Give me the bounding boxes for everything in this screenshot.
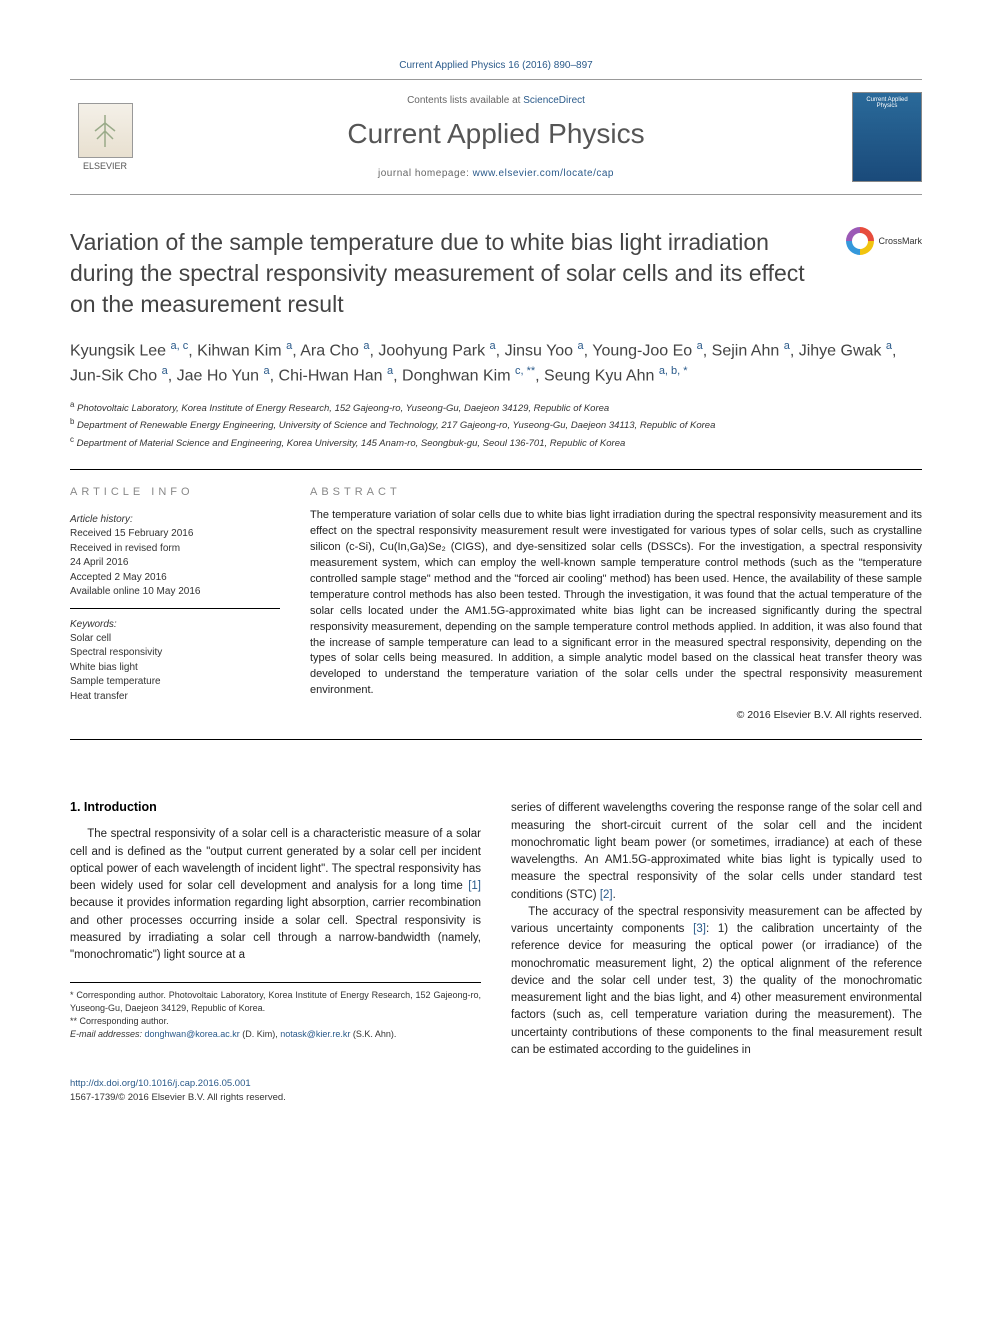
masthead: ELSEVIER Contents lists available at Sci… xyxy=(70,79,922,195)
email-addresses: E-mail addresses: donghwan@korea.ac.kr (… xyxy=(70,1028,481,1041)
affiliation: b Department of Renewable Energy Enginee… xyxy=(70,416,922,433)
doi-link[interactable]: http://dx.doi.org/10.1016/j.cap.2016.05.… xyxy=(70,1078,251,1089)
history-line: 24 April 2016 xyxy=(70,556,280,571)
contents-available: Contents lists available at ScienceDirec… xyxy=(140,95,852,106)
history-line: Available online 10 May 2016 xyxy=(70,585,280,600)
section-1-heading: 1. Introduction xyxy=(70,800,481,814)
abstract-copyright: © 2016 Elsevier B.V. All rights reserved… xyxy=(310,709,922,721)
crossmark-badge[interactable]: CrossMark xyxy=(846,227,922,255)
article-info-heading: ARTICLE INFO xyxy=(70,486,280,498)
history-line: Accepted 2 May 2016 xyxy=(70,571,280,586)
keyword: Solar cell xyxy=(70,632,280,647)
abstract-text: The temperature variation of solar cells… xyxy=(310,508,922,699)
header-citation: Current Applied Physics 16 (2016) 890–89… xyxy=(70,60,922,71)
elsevier-tree-icon xyxy=(78,103,133,158)
journal-homepage: journal homepage: www.elsevier.com/locat… xyxy=(140,168,852,179)
page-footer: http://dx.doi.org/10.1016/j.cap.2016.05.… xyxy=(70,1077,922,1106)
keyword: Sample temperature xyxy=(70,675,280,690)
journal-cover-thumbnail[interactable]: Current Applied Physics xyxy=(852,92,922,182)
keyword: Spectral responsivity xyxy=(70,646,280,661)
abstract-heading: ABSTRACT xyxy=(310,486,922,498)
affiliations: a Photovoltaic Laboratory, Korea Institu… xyxy=(70,399,922,451)
affiliation: a Photovoltaic Laboratory, Korea Institu… xyxy=(70,399,922,416)
email-link-1[interactable]: donghwan@korea.ac.kr xyxy=(145,1029,240,1039)
journal-name: Current Applied Physics xyxy=(140,118,852,150)
history-line: Received 15 February 2016 xyxy=(70,527,280,542)
body-text: The spectral responsivity of a solar cel… xyxy=(70,800,922,1059)
issn-copyright: 1567-1739/© 2016 Elsevier B.V. All right… xyxy=(70,1092,286,1103)
footnotes: * Corresponding author. Photovoltaic Lab… xyxy=(70,982,481,1041)
email-link-2[interactable]: notask@kier.re.kr xyxy=(280,1029,350,1039)
article-info: ARTICLE INFO Article history: Received 1… xyxy=(70,486,280,721)
affiliation: c Department of Material Science and Eng… xyxy=(70,434,922,451)
corresponding-author-2: ** Corresponding author. xyxy=(70,1015,481,1028)
history-heading: Article history: xyxy=(70,508,280,525)
authors-list: Kyungsik Lee a, c, Kihwan Kim a, Ara Cho… xyxy=(70,338,922,389)
keywords-heading: Keywords: xyxy=(70,613,280,630)
sciencedirect-link[interactable]: ScienceDirect xyxy=(523,95,585,106)
crossmark-icon xyxy=(846,227,874,255)
history-line: Received in revised form xyxy=(70,542,280,557)
corresponding-author-1: * Corresponding author. Photovoltaic Lab… xyxy=(70,989,481,1015)
article-title: Variation of the sample temperature due … xyxy=(70,227,846,320)
homepage-link[interactable]: www.elsevier.com/locate/cap xyxy=(473,168,614,179)
ref-link[interactable]: [1] xyxy=(468,880,481,892)
ref-link[interactable]: [2] xyxy=(600,889,613,901)
keyword: Heat transfer xyxy=(70,690,280,705)
publisher-logo[interactable]: ELSEVIER xyxy=(70,97,140,177)
ref-link[interactable]: [3] xyxy=(693,923,706,935)
keyword: White bias light xyxy=(70,661,280,676)
publisher-name: ELSEVIER xyxy=(83,161,127,171)
cover-title: Current Applied Physics xyxy=(857,97,917,109)
crossmark-label: CrossMark xyxy=(878,236,922,246)
abstract: ABSTRACT The temperature variation of so… xyxy=(310,486,922,721)
